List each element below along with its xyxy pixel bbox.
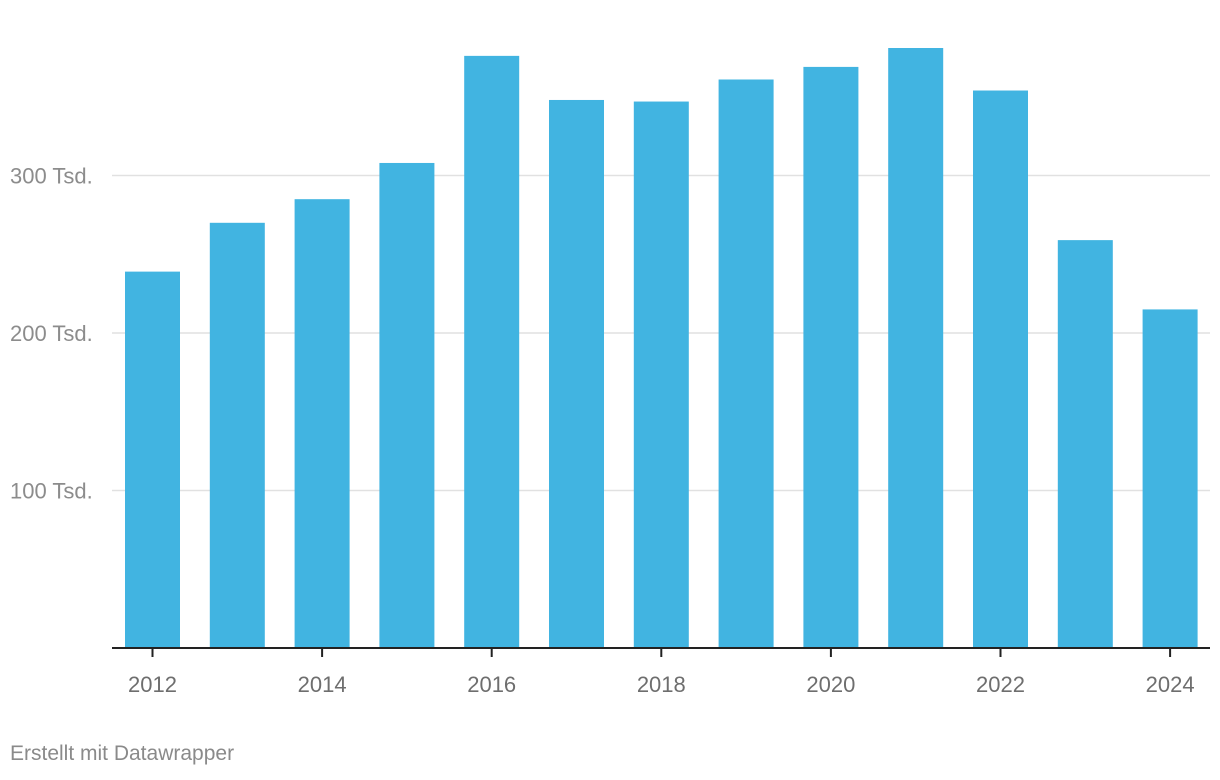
x-tick-label: 2016 — [467, 672, 516, 697]
y-tick-label: 100 Tsd. — [10, 479, 93, 504]
bar-2012 — [125, 271, 180, 648]
bar-chart: 100 Tsd. 200 Tsd. 300 Tsd. 2012 2014 2016 2018… — [10, 48, 1210, 697]
y-tick-label: 200 Tsd. — [10, 321, 93, 346]
bar-2018 — [633, 101, 689, 648]
bar-2015 — [379, 162, 435, 648]
x-tick-label: 2022 — [976, 672, 1025, 697]
x-tick-label: 2012 — [128, 672, 177, 697]
bar-2023 — [1057, 240, 1113, 649]
bar-2021 — [888, 48, 944, 648]
footer-credit: Erstellt mit Datawrapper — [10, 742, 235, 765]
bar-2014 — [294, 199, 350, 649]
axis-labels: 100 Tsd. 200 Tsd. 300 Tsd. 2012 2014 2016 2018… — [10, 164, 1195, 697]
bar-2024 — [1142, 309, 1198, 648]
bar-2019 — [718, 79, 774, 648]
x-tick-label: 2024 — [1146, 672, 1195, 697]
bar-2020 — [803, 66, 859, 648]
x-tick-label: 2018 — [637, 672, 686, 697]
bars — [125, 48, 1198, 649]
y-tick-label: 300 Tsd. — [10, 164, 93, 189]
x-tick-label: 2014 — [298, 672, 347, 697]
bar-2022 — [973, 90, 1028, 649]
bar-2013 — [209, 222, 265, 648]
bar-2017 — [549, 99, 604, 648]
x-tick-label: 2020 — [806, 672, 855, 697]
bar-2016 — [464, 55, 520, 648]
x-axis — [112, 647, 1210, 657]
